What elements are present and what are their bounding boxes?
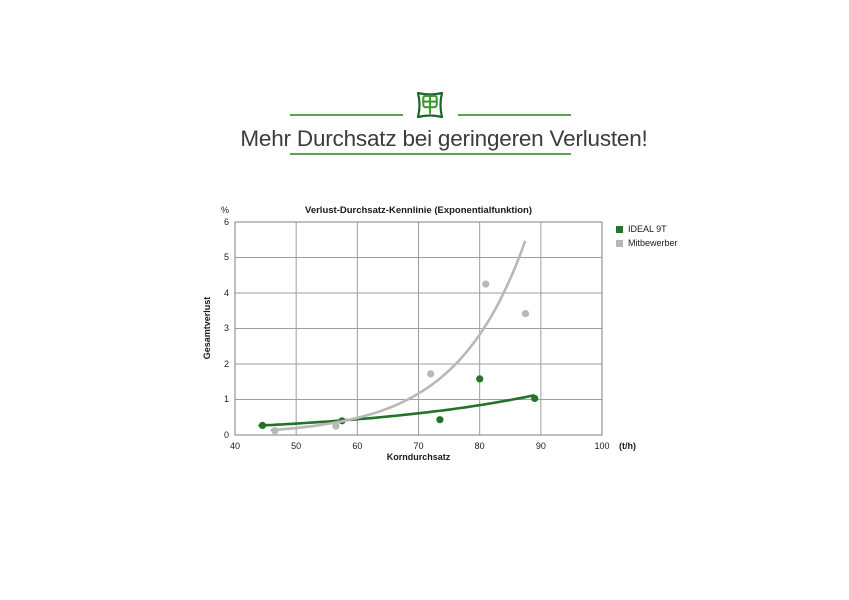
y-tick-label: 3 — [223, 323, 229, 333]
chart-legend: IDEAL 9T Mitbewerber — [616, 222, 678, 250]
legend-item-ideal-9t: IDEAL 9T — [616, 222, 678, 236]
legend-item-mitbewerber: Mitbewerber — [616, 236, 678, 250]
header-rule-left — [290, 114, 403, 116]
x-tick-label: 100 — [594, 441, 610, 451]
legend-label: IDEAL 9T — [628, 224, 667, 234]
y-tick-label: 2 — [223, 358, 229, 369]
data-point-mitbewerber — [521, 310, 530, 318]
trend-curve-mitbewerber — [270, 240, 527, 432]
data-point-ideal-9t — [258, 421, 267, 429]
chart-title: Verlust-Durchsatz-Kennlinie (Exponential… — [305, 205, 532, 216]
legend-label: Mitbewerber — [628, 238, 678, 248]
y-tick-label: 0 — [223, 429, 229, 440]
grain-stamp-icon — [416, 91, 444, 119]
data-point-ideal-9t — [436, 416, 444, 424]
data-point-mitbewerber — [482, 280, 490, 288]
legend-swatch-gray — [616, 239, 623, 247]
legend-swatch-green — [616, 225, 623, 233]
x-tick-label: 40 — [229, 441, 240, 451]
x-tick-label: 60 — [352, 441, 363, 451]
x-tick-label: 90 — [535, 441, 546, 451]
data-point-ideal-9t — [531, 394, 539, 402]
x-axis-unit: (t/h) — [619, 441, 636, 451]
plot-border — [234, 221, 603, 436]
data-point-mitbewerber — [332, 422, 340, 430]
page-title: Mehr Durchsatz bei geringeren Verlusten! — [240, 126, 648, 151]
y-axis-unit: % — [220, 205, 229, 215]
header-rule-right — [458, 114, 571, 116]
x-tick-label: 80 — [474, 441, 485, 451]
y-tick-label: 4 — [223, 287, 229, 298]
data-point-ideal-9t — [476, 375, 484, 383]
y-tick-label: 1 — [223, 394, 229, 404]
data-point-mitbewerber — [427, 370, 435, 378]
x-tick-label: 50 — [291, 441, 302, 451]
data-point-mitbewerber — [271, 427, 279, 435]
x-tick-label: 70 — [413, 441, 424, 451]
y-tick-label: 6 — [223, 216, 229, 227]
trend-curve-ideal-9t — [258, 394, 535, 427]
x-axis-label: Korndurchsatz — [386, 452, 451, 462]
y-tick-label: 5 — [223, 252, 229, 262]
title-underline — [290, 153, 571, 155]
